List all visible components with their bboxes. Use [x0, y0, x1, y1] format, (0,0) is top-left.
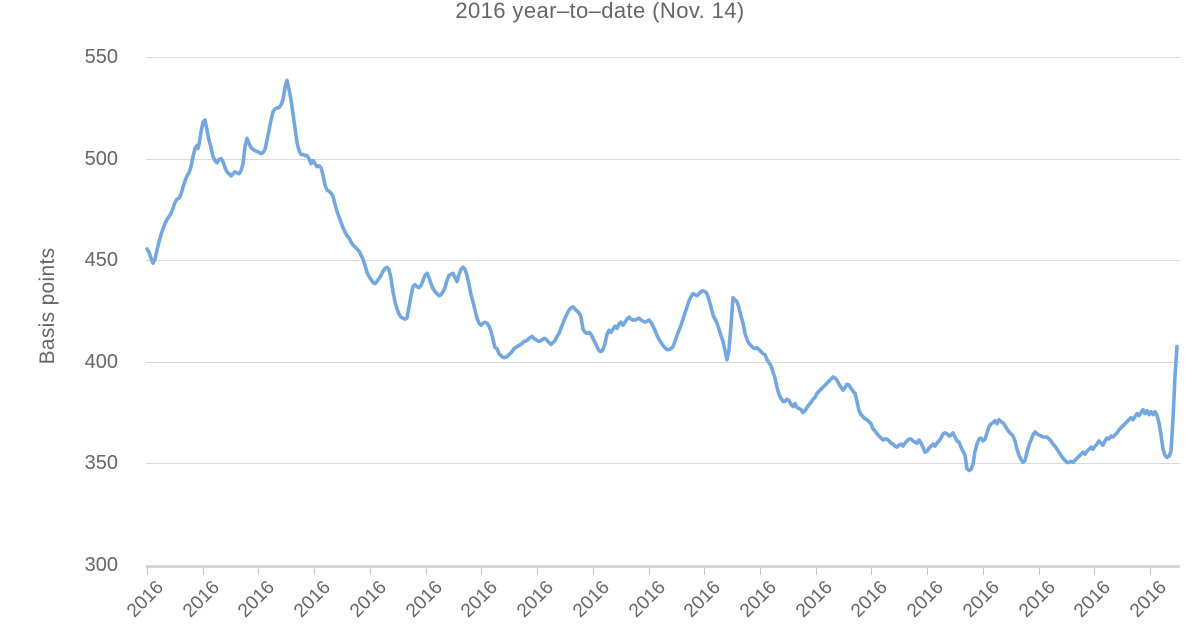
- x-tick-16: [1038, 568, 1040, 575]
- x-tick-15: [982, 568, 984, 575]
- y-tick-label-400: 400: [84, 350, 118, 373]
- x-tick-0: [147, 568, 148, 575]
- x-tick-5: [425, 568, 427, 575]
- x-tick-7: [537, 568, 538, 575]
- gridline-450: [146, 260, 1180, 262]
- y-tick-label-450: 450: [84, 249, 118, 272]
- y-tick-label-550: 550: [84, 46, 118, 68]
- x-tick-2: [258, 568, 260, 575]
- y-tick-label-350: 350: [84, 452, 118, 475]
- gridline-500: [146, 158, 1180, 160]
- gridline-350: [146, 463, 1180, 465]
- y-tick-label-300: 300: [84, 554, 118, 576]
- x-tick-17: [1094, 568, 1096, 575]
- gridline-400: [146, 361, 1180, 363]
- y-tick-label-500: 500: [84, 147, 118, 170]
- x-tick-4: [369, 568, 371, 575]
- chart-title: 2016 year–to–date (Nov. 14): [455, 0, 745, 23]
- x-tick-9: [648, 568, 650, 575]
- gridline-300: [146, 565, 1180, 566]
- x-tick-14: [927, 568, 929, 575]
- x-tick-12: [815, 568, 817, 575]
- x-tick-11: [759, 568, 761, 575]
- gridline-550: [146, 57, 1180, 58]
- x-tick-13: [871, 568, 873, 575]
- x-tick-10: [704, 568, 706, 575]
- x-tick-8: [592, 568, 594, 575]
- x-tick-18: [1150, 568, 1151, 575]
- x-axis-line: [146, 566, 1180, 568]
- x-tick-1: [202, 568, 204, 575]
- x-tick-3: [314, 568, 316, 575]
- x-tick-6: [481, 568, 483, 575]
- series-line: [145, 78, 1179, 473]
